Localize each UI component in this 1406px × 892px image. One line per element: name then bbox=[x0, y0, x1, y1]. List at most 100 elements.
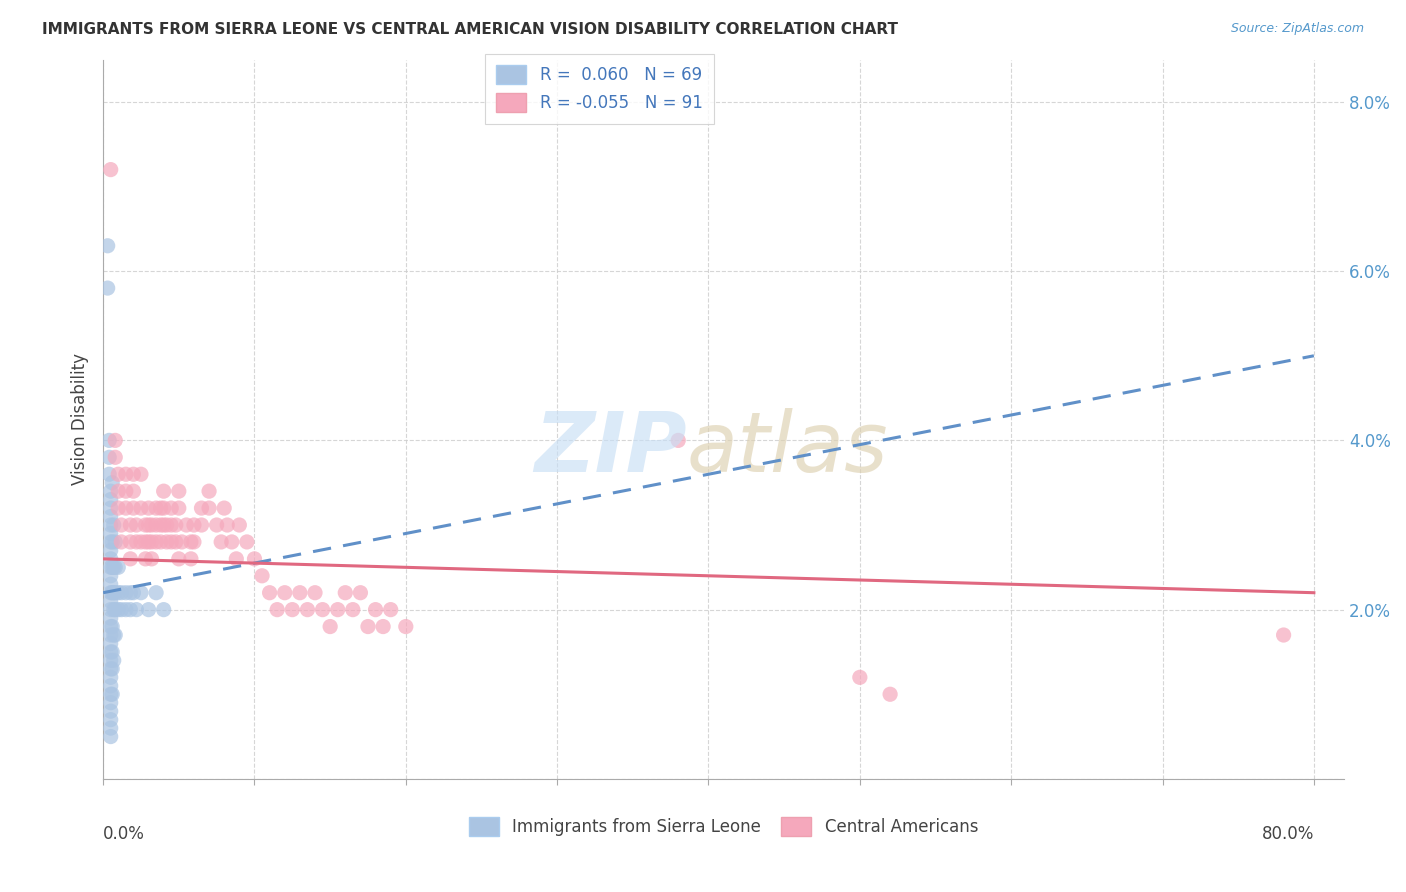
Point bbox=[100, 670, 122, 684]
Point bbox=[156, 535, 179, 549]
Point bbox=[152, 518, 174, 533]
Point bbox=[129, 501, 152, 516]
Point bbox=[145, 585, 167, 599]
Point bbox=[100, 526, 122, 541]
Point bbox=[129, 467, 152, 482]
Point bbox=[326, 602, 349, 616]
Point bbox=[104, 585, 127, 599]
Point bbox=[120, 585, 142, 599]
Point bbox=[104, 434, 127, 448]
Point bbox=[97, 239, 120, 253]
Point bbox=[357, 619, 380, 633]
Point bbox=[138, 535, 160, 549]
Point bbox=[110, 518, 132, 533]
Point bbox=[104, 560, 127, 574]
Point bbox=[100, 645, 122, 659]
Point bbox=[134, 535, 156, 549]
Point bbox=[156, 518, 179, 533]
Point bbox=[100, 730, 122, 744]
Point bbox=[98, 450, 121, 465]
Point bbox=[107, 602, 129, 616]
Point bbox=[103, 518, 125, 533]
Point bbox=[101, 560, 124, 574]
Point bbox=[100, 569, 122, 583]
Point bbox=[100, 484, 122, 499]
Point bbox=[129, 535, 152, 549]
Point bbox=[849, 670, 872, 684]
Point bbox=[145, 501, 167, 516]
Point bbox=[100, 628, 122, 642]
Point bbox=[152, 602, 174, 616]
Point bbox=[101, 687, 124, 701]
Point bbox=[125, 602, 148, 616]
Point bbox=[138, 602, 160, 616]
Point bbox=[100, 687, 122, 701]
Point bbox=[1272, 628, 1295, 642]
Point bbox=[100, 585, 122, 599]
Point bbox=[149, 518, 172, 533]
Point bbox=[212, 501, 235, 516]
Point bbox=[167, 552, 190, 566]
Point bbox=[100, 713, 122, 727]
Point bbox=[101, 619, 124, 633]
Point bbox=[141, 518, 163, 533]
Point bbox=[311, 602, 333, 616]
Point bbox=[149, 501, 172, 516]
Point bbox=[101, 585, 124, 599]
Point bbox=[170, 535, 193, 549]
Point bbox=[100, 518, 122, 533]
Point bbox=[100, 696, 122, 710]
Text: 80.0%: 80.0% bbox=[1261, 825, 1313, 844]
Point bbox=[217, 518, 239, 533]
Point bbox=[180, 552, 202, 566]
Point bbox=[114, 501, 136, 516]
Point bbox=[380, 602, 402, 616]
Point bbox=[395, 619, 418, 633]
Point bbox=[100, 602, 122, 616]
Point bbox=[103, 560, 125, 574]
Point bbox=[120, 602, 142, 616]
Point bbox=[101, 535, 124, 549]
Point bbox=[100, 679, 122, 693]
Point bbox=[122, 467, 145, 482]
Point bbox=[114, 585, 136, 599]
Point bbox=[152, 484, 174, 499]
Point bbox=[101, 662, 124, 676]
Point bbox=[145, 518, 167, 533]
Point bbox=[209, 535, 232, 549]
Point bbox=[160, 501, 183, 516]
Point bbox=[104, 628, 127, 642]
Point bbox=[114, 602, 136, 616]
Point bbox=[266, 602, 288, 616]
Point bbox=[101, 475, 124, 490]
Y-axis label: Vision Disability: Vision Disability bbox=[72, 353, 89, 485]
Point bbox=[167, 484, 190, 499]
Point bbox=[103, 653, 125, 667]
Point bbox=[281, 602, 304, 616]
Point bbox=[114, 484, 136, 499]
Point bbox=[198, 501, 221, 516]
Legend: Immigrants from Sierra Leone, Central Americans: Immigrants from Sierra Leone, Central Am… bbox=[463, 810, 984, 842]
Point bbox=[160, 535, 183, 549]
Point bbox=[100, 560, 122, 574]
Point bbox=[100, 162, 122, 177]
Point bbox=[100, 552, 122, 566]
Point bbox=[152, 501, 174, 516]
Point bbox=[107, 467, 129, 482]
Point bbox=[342, 602, 364, 616]
Point bbox=[98, 467, 121, 482]
Point bbox=[100, 636, 122, 650]
Point bbox=[250, 569, 273, 583]
Point bbox=[236, 535, 259, 549]
Point bbox=[107, 560, 129, 574]
Point bbox=[190, 501, 212, 516]
Point bbox=[319, 619, 342, 633]
Point bbox=[100, 492, 122, 507]
Point bbox=[176, 518, 198, 533]
Point bbox=[100, 653, 122, 667]
Point bbox=[225, 552, 247, 566]
Point bbox=[221, 535, 243, 549]
Text: 0.0%: 0.0% bbox=[103, 825, 145, 844]
Point bbox=[228, 518, 250, 533]
Point bbox=[110, 602, 132, 616]
